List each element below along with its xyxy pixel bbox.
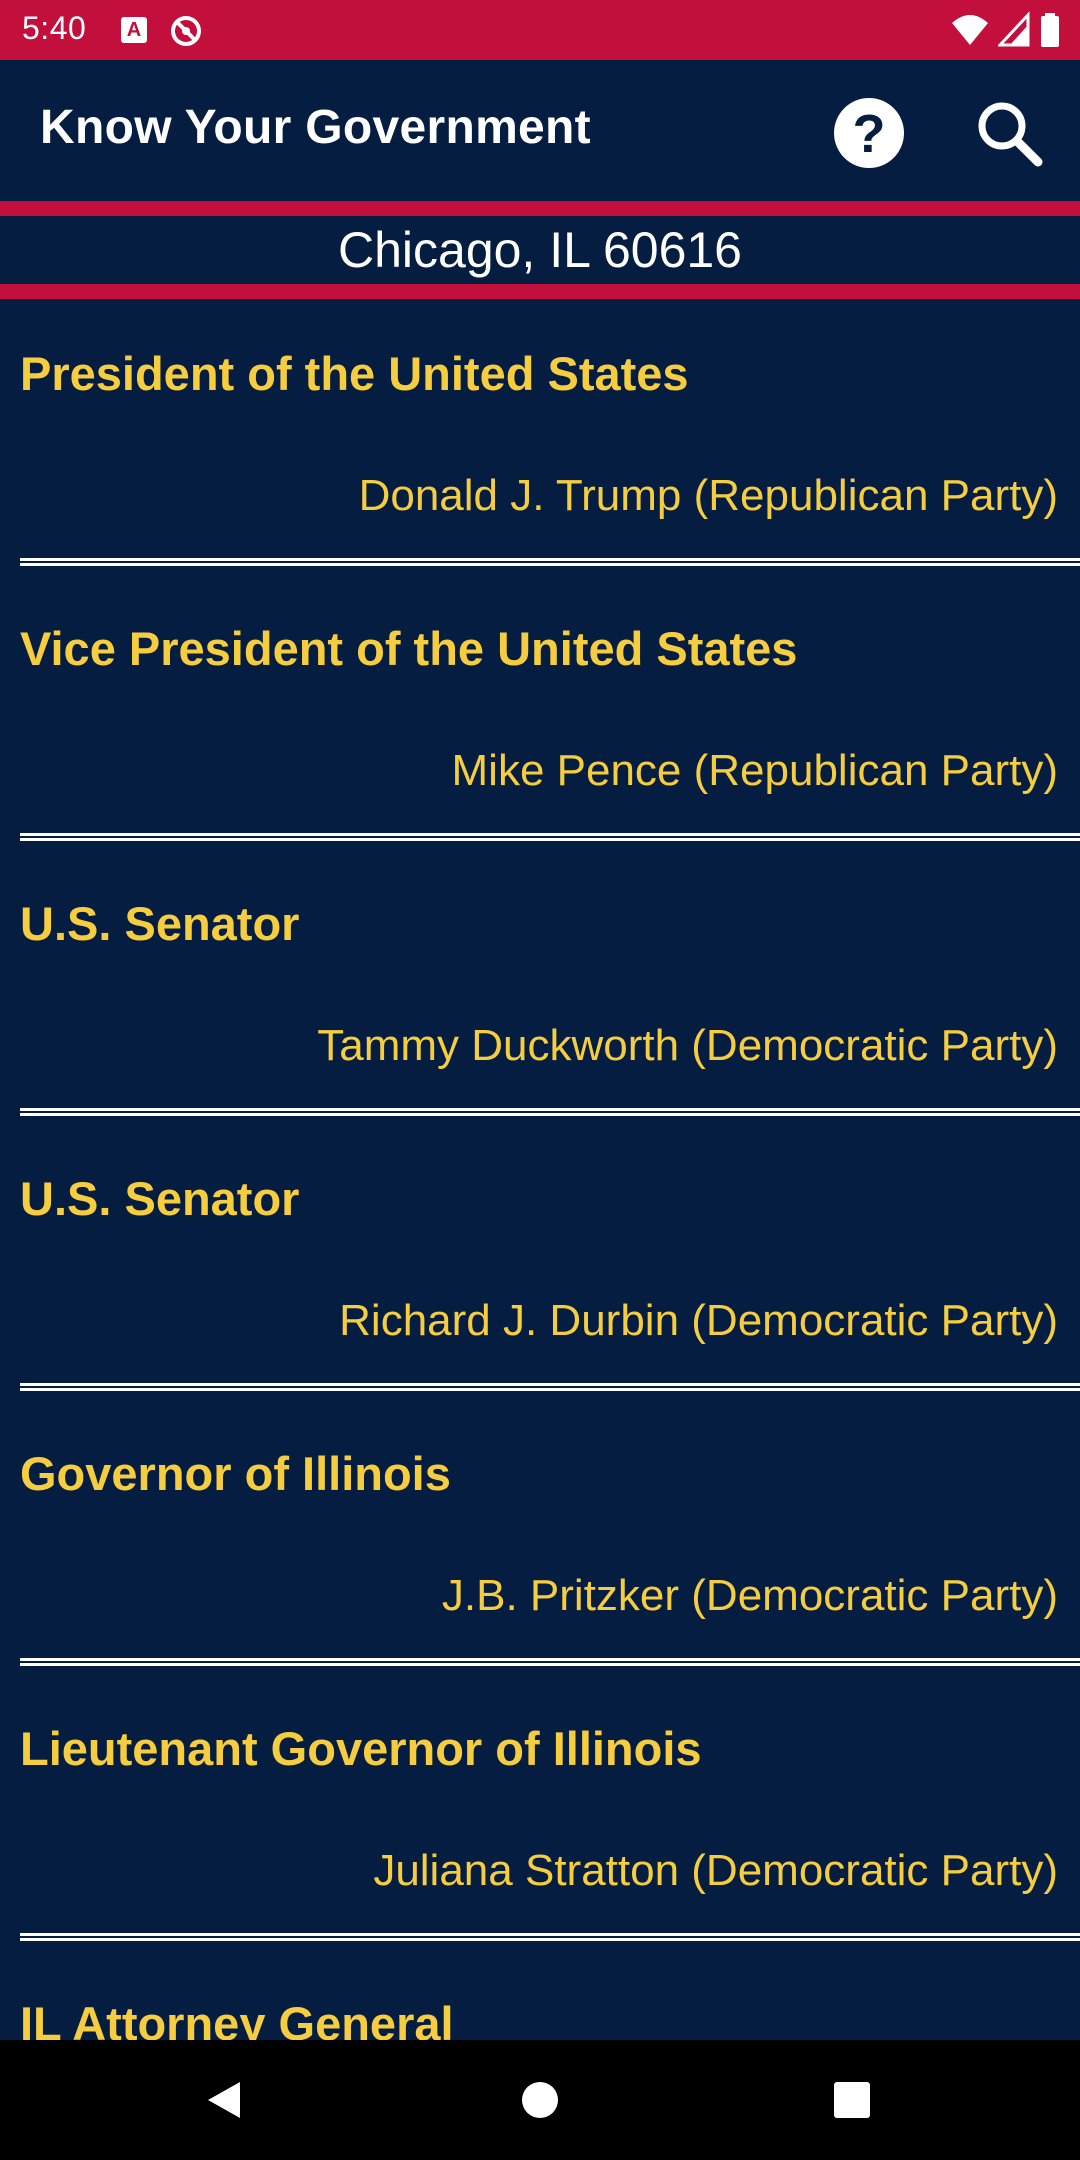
back-icon[interactable] xyxy=(204,2080,244,2120)
home-icon[interactable] xyxy=(522,2082,558,2118)
status-bar: 5:40 A xyxy=(0,0,1080,60)
office-item[interactable]: U.S. Senator Tammy Duckworth (Democratic… xyxy=(0,849,1080,1124)
official-name: Donald J. Trump (Republican Party) xyxy=(358,471,1058,520)
official-name: Juliana Stratton (Democratic Party) xyxy=(373,1846,1058,1895)
divider xyxy=(20,1933,1080,1941)
official-name: Mike Pence (Republican Party) xyxy=(451,746,1058,795)
divider xyxy=(20,833,1080,841)
divider xyxy=(20,1658,1080,1666)
recents-icon[interactable] xyxy=(834,2082,870,2118)
office-title: Lieutenant Governor of Illinois xyxy=(20,1722,702,1775)
office-item[interactable]: IL Attorney General xyxy=(0,1949,1080,2040)
official-name: Tammy Duckworth (Democratic Party) xyxy=(317,1021,1058,1070)
divider xyxy=(20,558,1080,566)
office-item[interactable]: Lieutenant Governor of Illinois Juliana … xyxy=(0,1674,1080,1949)
office-list[interactable]: President of the United States Donald J.… xyxy=(0,299,1080,2040)
a-notification-icon: A xyxy=(121,17,147,43)
office-title: U.S. Senator xyxy=(20,897,300,950)
status-right-icons xyxy=(942,11,1062,49)
divider xyxy=(20,1383,1080,1391)
sync-off-icon xyxy=(168,13,204,49)
office-title: Governor of Illinois xyxy=(20,1447,451,1500)
cell-signal-icon xyxy=(998,11,1030,47)
app-bar: Know Your Government ? xyxy=(0,60,1080,201)
official-name: Richard J. Durbin (Democratic Party) xyxy=(339,1296,1058,1345)
location-banner: Chicago, IL 60616 xyxy=(0,201,1080,299)
office-title: IL Attorney General xyxy=(20,1997,454,2040)
office-title: President of the United States xyxy=(20,347,689,400)
battery-icon xyxy=(1041,13,1059,47)
office-title: U.S. Senator xyxy=(20,1172,300,1225)
office-item[interactable]: Vice President of the United States Mike… xyxy=(0,574,1080,849)
office-item[interactable]: President of the United States Donald J.… xyxy=(0,299,1080,574)
navigation-bar xyxy=(0,2040,1080,2160)
office-item[interactable]: U.S. Senator Richard J. Durbin (Democrat… xyxy=(0,1124,1080,1399)
divider xyxy=(20,1108,1080,1116)
wifi-icon xyxy=(952,15,988,45)
office-title: Vice President of the United States xyxy=(20,622,798,675)
search-icon[interactable] xyxy=(972,96,1048,172)
help-icon[interactable]: ? xyxy=(834,98,904,168)
app-title: Know Your Government xyxy=(40,101,591,154)
office-item[interactable]: Governor of Illinois J.B. Pritzker (Demo… xyxy=(0,1399,1080,1674)
status-time: 5:40 xyxy=(22,10,87,46)
location-label: Chicago, IL 60616 xyxy=(0,216,1080,284)
official-name: J.B. Pritzker (Democratic Party) xyxy=(441,1571,1058,1620)
